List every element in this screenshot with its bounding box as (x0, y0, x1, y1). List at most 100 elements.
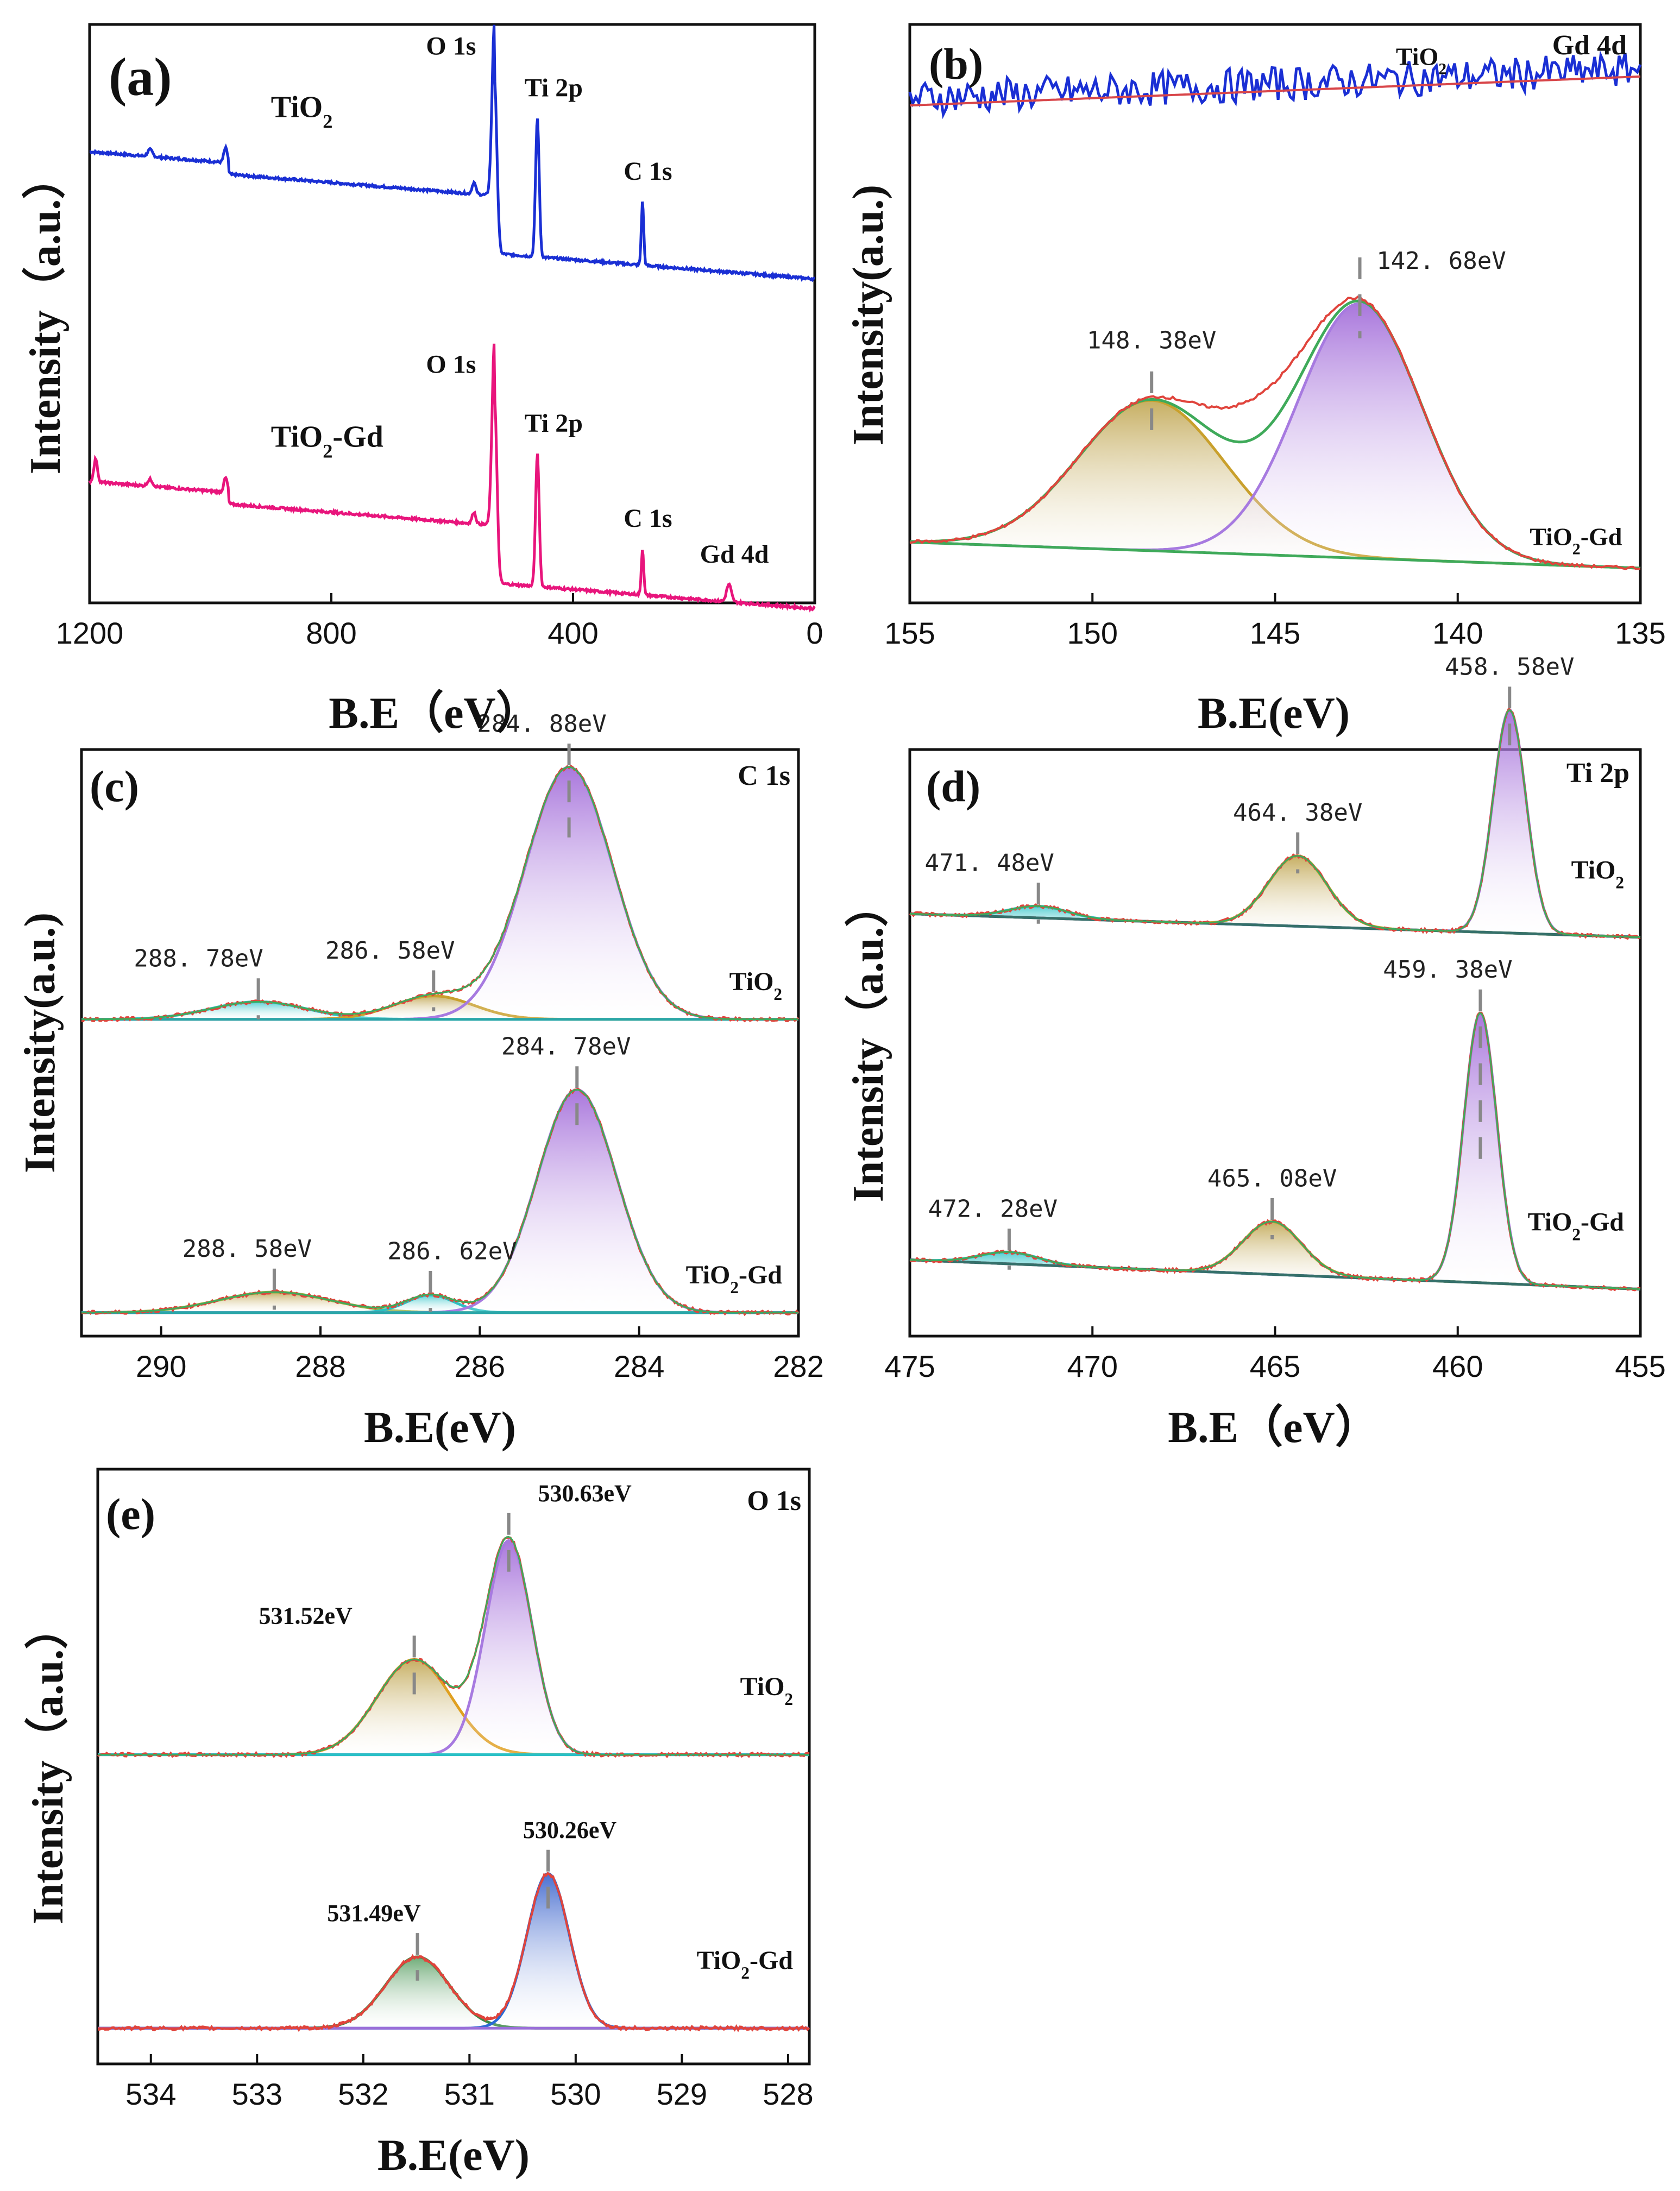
panel-e-envelope (98, 1873, 809, 2029)
panel-c-peak-label: 286. 58eV (325, 937, 455, 965)
panel-c-ylabel: Intensity(a.u.) (16, 912, 64, 1173)
sample-label-main: TiO (697, 1946, 741, 1975)
panel-e-x-tick-label: 529 (657, 2077, 707, 2111)
panel-a-label: (a) (109, 47, 172, 107)
panel-d-peak-label: 465. 08eV (1207, 1164, 1337, 1192)
panel-c-envelope (81, 1089, 798, 1314)
panel-a-peak-label: Ti 2p (525, 73, 583, 102)
panel-e-ylabel: Intensity（a.u.） (24, 1606, 72, 1925)
sample-label-sub: 2 (784, 1690, 793, 1709)
panel-e-x-tick-label: 533 (232, 2077, 282, 2111)
panel-e-x-tick-label: 531 (444, 2077, 495, 2111)
panel-e-x-tick-label: 534 (125, 2077, 176, 2111)
panel-d-peak-label: 458. 58eV (1445, 653, 1574, 681)
panel-d-baseline (909, 912, 1641, 939)
panel-e-x-tick-label: 528 (763, 2077, 813, 2111)
panel-c-peak-label: 286. 62eV (387, 1237, 517, 1265)
panel-e-peak-label: 530.63eV (538, 1480, 632, 1507)
panel-e-frame (96, 1468, 811, 2066)
panel-d-x-tick-label: 465 (1250, 1349, 1300, 1383)
panel-c-x-tick-label: 290 (136, 1349, 186, 1383)
panel-a-peak-label: C 1s (624, 504, 672, 533)
panel-a-sample-label: TiO2-Gd (271, 420, 383, 462)
panel-d-element-label: Ti 2p (1566, 758, 1629, 789)
panel-a-peak-label: Gd 4d (700, 540, 769, 569)
panel-c-peak-label: 288. 58eV (183, 1235, 312, 1263)
panel-d-ylabel: Intensity（a.u.） (845, 884, 892, 1202)
panel-b-peak-label: 148. 38eV (1087, 326, 1216, 354)
sample-label-tail: -Gd (1581, 1208, 1624, 1237)
sample-label-main: TiO (271, 90, 323, 124)
panel-d-x-tick-label: 455 (1615, 1349, 1665, 1383)
panel-e-sample-label: TiO2 (740, 1672, 793, 1709)
panel-b-x-tick-label: 140 (1432, 616, 1483, 650)
panel-b-xlabel: B.E(eV) (1198, 688, 1350, 738)
panel-c-x-tick-label: 288 (295, 1349, 345, 1383)
panel-c-peak-component-fill (81, 1295, 798, 1313)
panel-c-envelope (81, 766, 798, 1021)
panel-a-series-line (88, 343, 816, 613)
panel-a-peak-label: Ti 2p (525, 409, 583, 438)
sample-label-main: TiO (1571, 856, 1616, 885)
panel-c-peak-component-fill (81, 1292, 798, 1313)
panel-a-x-tick-label: 1200 (56, 616, 124, 650)
sample-label-main: TiO (1396, 43, 1438, 71)
panel-d-xlabel: B.E（eV） (1168, 1402, 1380, 1452)
panel-e-peak-label: 531.52eV (259, 1603, 353, 1629)
panel-d-envelope (909, 1012, 1641, 1290)
sample-label-tail: -Gd (750, 1946, 793, 1975)
panel-d-peak-label: 471. 48eV (925, 849, 1054, 877)
panel-b-tio2-baseline (909, 75, 1641, 107)
panel-c-peak-component-fill (81, 767, 798, 1019)
panel-a-series-line (89, 24, 815, 282)
panel-d-x-tick-label: 470 (1067, 1349, 1118, 1383)
panel-c-x-tick-label: 286 (455, 1349, 505, 1383)
panel-b-label: (b) (929, 39, 983, 89)
panel-b-sample-label: TiO2 (1396, 43, 1446, 78)
panel-e-peak-component-fill (98, 1659, 809, 1755)
panel-e: 534 533 532 531 530 529 528 531.52eV 530.63eV TiO… (96, 1468, 814, 2111)
sample-label-sub: 2 (741, 1963, 750, 1982)
panel-c-peak-component-fill (81, 1090, 798, 1313)
sample-label-sub: 2 (1438, 60, 1446, 78)
panel-a-xlabel: B.E（eV） (329, 688, 540, 738)
sample-label-sub: 2 (323, 110, 332, 132)
panel-c-peak-component-curve (81, 765, 798, 1021)
panel-e-sample-label: TiO2-Gd (697, 1946, 794, 1982)
panel-b-x-tick-label: 150 (1067, 616, 1118, 650)
panel-d-sample-label: TiO2-Gd (1528, 1208, 1625, 1244)
panel-a-ylabel: Intensity（a.u.） (22, 156, 70, 475)
panel-e-peak-label: 530.26eV (523, 1817, 617, 1843)
panel-b-sample-label: TiO2-Gd (1530, 523, 1622, 558)
panel-b-element-label: Gd 4d (1552, 30, 1627, 61)
sample-label-main: TiO (729, 967, 774, 996)
panel-a-sample-label: TiO2 (271, 90, 333, 132)
panel-c-peak-label: 288. 78eV (134, 945, 263, 973)
panel-a-x-tick-label: 0 (806, 616, 823, 650)
panel-b-x-tick-label: 135 (1615, 616, 1665, 650)
panel-c-frame (80, 748, 800, 1338)
panel-b-x-tick-label: 145 (1250, 616, 1300, 650)
panel-d-peak-label: 459. 38eV (1383, 956, 1512, 984)
panel-c-raw (81, 764, 800, 1023)
panel-d-baseline (909, 1258, 1641, 1291)
panel-d-peak-component-fill (910, 1013, 1640, 1289)
panel-d-label: (d) (926, 761, 980, 811)
panel-e-peak-label: 531.49eV (327, 1900, 421, 1926)
sample-label-sub: 2 (1572, 540, 1581, 558)
panel-e-envelope (98, 1535, 809, 1756)
sample-label-sub: 2 (1615, 873, 1624, 892)
panel-e-xlabel: B.E(eV) (377, 2130, 530, 2180)
panel-d: 475 470 465 460 455 471. 48eV 464. 38eV 458. 58… (884, 653, 1665, 1383)
panel-d-envelope (909, 709, 1641, 939)
panel-c-element-label: C 1s (738, 760, 790, 791)
sample-label-main: TiO (1530, 523, 1572, 551)
panel-c-peak-component-fill (81, 996, 798, 1019)
panel-d-peak-label: 464. 38eV (1233, 799, 1362, 827)
panel-a-x-tick-label: 400 (548, 616, 598, 650)
panel-c-x-tick-label: 284 (614, 1349, 664, 1383)
sample-label-main: TiO (271, 420, 323, 454)
